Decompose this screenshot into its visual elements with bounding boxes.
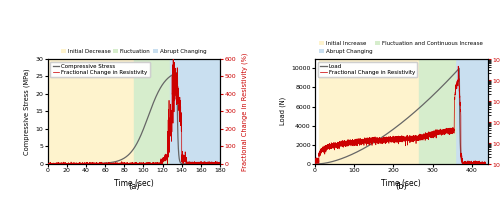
Bar [419,59,456,164]
Legend: Initial Increase, Abrupt Changing, Fluctuation and Continuous Increase: Initial Increase, Abrupt Changing, Fluct… [318,40,484,55]
Title: (a): (a) [128,182,140,191]
X-axis label: Time (sec): Time (sec) [382,178,421,188]
Bar [170,59,220,164]
Bar [319,59,419,164]
Y-axis label: Fractional Change in Resistivity (%): Fractional Change in Resistivity (%) [242,52,248,171]
Bar [48,59,134,164]
Y-axis label: Compressive Stress (MPa): Compressive Stress (MPa) [24,68,30,155]
Bar [134,59,170,164]
Bar [456,59,488,164]
Y-axis label: Load (N): Load (N) [280,97,286,125]
X-axis label: Time (sec): Time (sec) [114,178,154,188]
Legend: Initial Decrease, Fluctuation, Abrupt Changing: Initial Decrease, Fluctuation, Abrupt Ch… [60,48,208,55]
Title: (b): (b) [396,182,407,191]
